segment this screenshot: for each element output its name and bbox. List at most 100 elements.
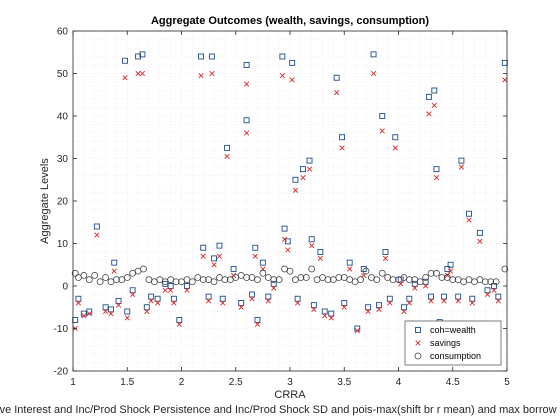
consumption-point bbox=[389, 276, 397, 284]
coh-wealth-point bbox=[243, 117, 250, 124]
consumption-point bbox=[71, 269, 79, 277]
coh-wealth-point bbox=[252, 244, 259, 251]
savings-point bbox=[168, 287, 174, 293]
coh-wealth-point bbox=[176, 317, 183, 323]
consumption-point bbox=[481, 278, 489, 286]
savings-point bbox=[243, 81, 250, 87]
savings-point-stroke bbox=[238, 304, 244, 310]
consumption-point bbox=[113, 276, 120, 284]
savings-point bbox=[271, 285, 277, 291]
coh-wealth-point bbox=[259, 259, 266, 266]
savings-point bbox=[294, 300, 301, 306]
coh-wealth-point bbox=[425, 93, 432, 100]
savings-point bbox=[243, 130, 250, 136]
savings-point-stroke bbox=[148, 298, 154, 304]
savings-point-stroke bbox=[209, 70, 215, 77]
legend: coh=wealth savings consumption bbox=[404, 320, 502, 366]
coh-wealth-point bbox=[238, 300, 245, 306]
savings-point-stroke bbox=[455, 298, 461, 304]
savings-point-stroke bbox=[334, 90, 340, 96]
coh-wealth-point bbox=[317, 249, 324, 255]
savings-point bbox=[370, 70, 377, 77]
savings-point bbox=[115, 302, 122, 308]
coh-wealth-point bbox=[328, 310, 335, 317]
coh-wealth-point bbox=[294, 295, 301, 302]
consumption-point bbox=[259, 269, 267, 277]
savings-point-stroke bbox=[379, 128, 385, 134]
legend-mark-consumption bbox=[414, 352, 422, 360]
coh-wealth-point bbox=[208, 53, 215, 60]
savings-point bbox=[155, 300, 161, 306]
savings-point-stroke bbox=[306, 166, 313, 172]
savings-point bbox=[433, 175, 440, 181]
coh-wealth-point bbox=[370, 51, 377, 58]
savings-point-stroke bbox=[285, 247, 291, 253]
savings-point-stroke bbox=[447, 268, 454, 274]
savings-point-stroke bbox=[115, 302, 122, 308]
y-tick-label: 0 bbox=[62, 282, 68, 293]
savings-point bbox=[376, 306, 382, 312]
savings-point bbox=[108, 311, 114, 317]
coh-wealth-point bbox=[279, 53, 286, 60]
x-tick-label: 4.5 bbox=[446, 377, 460, 388]
savings-point-stroke bbox=[144, 308, 150, 315]
consumption-point bbox=[188, 278, 196, 286]
coh-wealth-point bbox=[444, 266, 451, 272]
consumption-point bbox=[449, 276, 457, 284]
coh-wealth-point bbox=[167, 283, 174, 289]
coh-wealth-point bbox=[216, 242, 223, 249]
consumption-point bbox=[501, 265, 509, 273]
savings-point bbox=[455, 298, 461, 304]
savings-point bbox=[447, 268, 454, 274]
savings-point bbox=[309, 243, 315, 249]
consumption-point bbox=[438, 274, 446, 281]
savings-point-stroke bbox=[406, 300, 412, 306]
coh-wealth-point bbox=[219, 295, 226, 302]
coh-wealth-point bbox=[308, 236, 315, 243]
coh-wealth-point bbox=[310, 302, 317, 309]
coh-wealth-point bbox=[124, 308, 131, 315]
savings-point-stroke bbox=[469, 300, 475, 306]
y-tick-label: 30 bbox=[57, 154, 69, 165]
savings-point bbox=[426, 111, 432, 117]
coh-wealth-point bbox=[170, 295, 177, 302]
savings-point bbox=[466, 217, 472, 223]
consumption-point bbox=[433, 269, 440, 277]
savings-point bbox=[285, 247, 291, 253]
savings-point bbox=[444, 272, 450, 278]
coh-wealth-point bbox=[200, 244, 207, 251]
coh-wealth-point bbox=[376, 302, 382, 309]
savings-point-stroke bbox=[458, 164, 465, 170]
savings-point-stroke bbox=[75, 300, 82, 306]
consumption-point bbox=[378, 269, 386, 277]
savings-point-stroke bbox=[339, 145, 345, 151]
axis-ticks: 1 1.5 2 2.5 3 3.5 4 4.5 5 -20 -10 0 10 20 30 40 50 60 bbox=[54, 27, 511, 389]
y-tick-label: 60 bbox=[57, 27, 69, 38]
savings-point-stroke bbox=[206, 298, 212, 304]
savings-point bbox=[265, 298, 271, 304]
coh-wealth-point bbox=[205, 293, 212, 300]
coh-wealth-point bbox=[382, 249, 389, 255]
consumption-point bbox=[270, 276, 278, 284]
savings-point-stroke bbox=[265, 298, 271, 304]
savings-point-stroke bbox=[441, 298, 447, 304]
savings-point bbox=[102, 308, 109, 315]
savings-point bbox=[317, 255, 323, 261]
coh-wealth-point bbox=[198, 53, 204, 60]
savings-point-stroke bbox=[139, 70, 146, 77]
savings-point-stroke bbox=[392, 145, 398, 151]
savings-point bbox=[428, 298, 434, 304]
consumption-point bbox=[427, 269, 435, 277]
savings-point-stroke bbox=[387, 300, 393, 306]
coh-wealth-point bbox=[230, 266, 237, 272]
consumption-point bbox=[96, 278, 104, 286]
savings-point-stroke bbox=[317, 255, 323, 261]
consumption-point bbox=[302, 274, 310, 281]
savings-point bbox=[209, 70, 215, 77]
savings-point-stroke bbox=[155, 300, 161, 306]
consumption-point bbox=[286, 267, 294, 275]
savings-point bbox=[148, 298, 154, 304]
coh-wealth-point bbox=[93, 223, 100, 230]
legend-marks bbox=[414, 327, 422, 360]
x-tick-label: 2 bbox=[179, 377, 185, 388]
